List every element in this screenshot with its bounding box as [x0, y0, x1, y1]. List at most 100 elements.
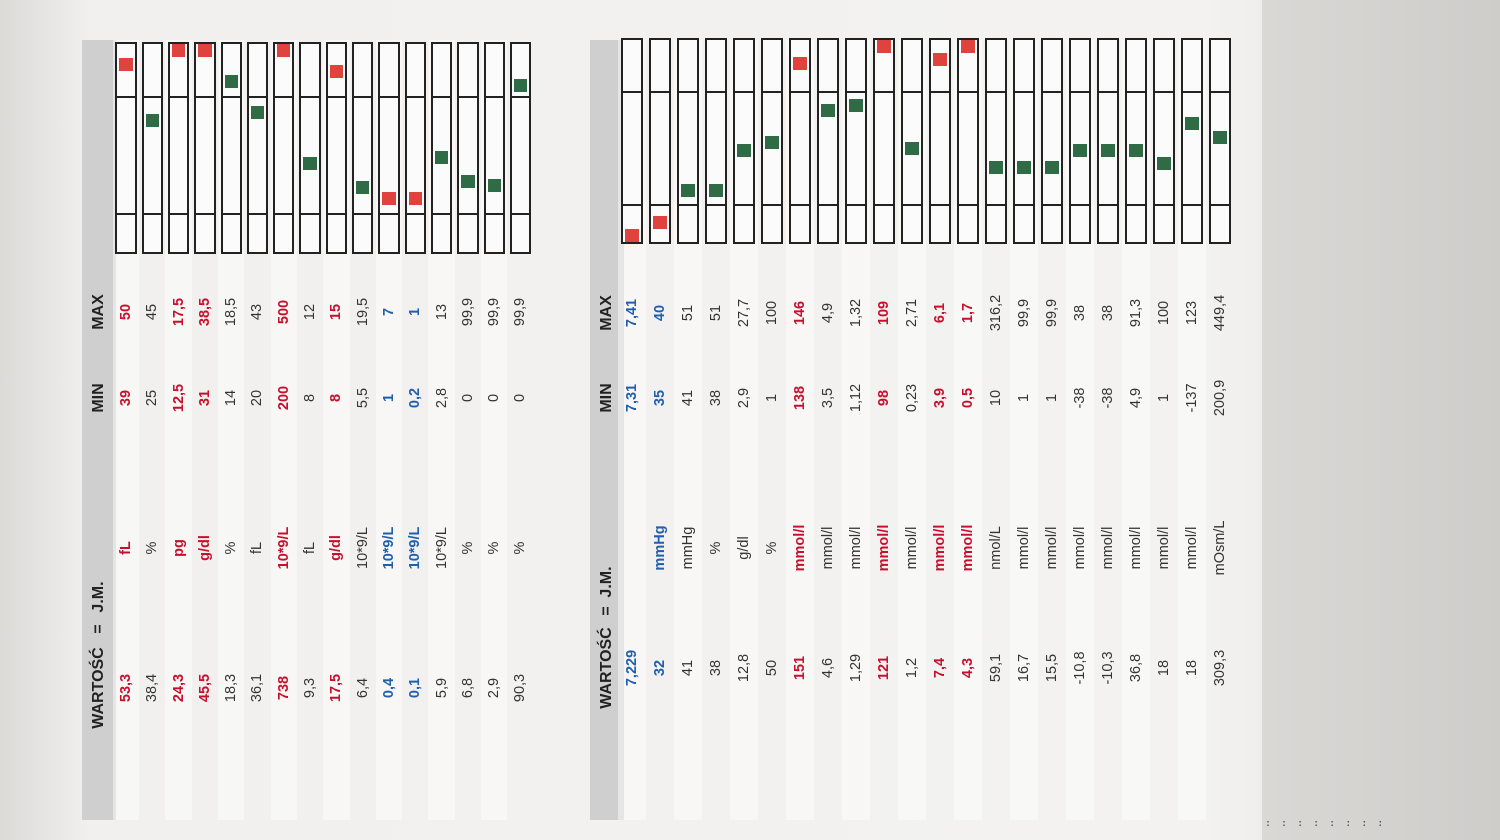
gauge-marker [709, 183, 723, 197]
header-min: MIN [598, 383, 615, 413]
range-max: 2,71 [904, 298, 920, 328]
gauge-divider [931, 203, 949, 206]
gauge-marker [171, 44, 186, 57]
gauge-divider [511, 212, 530, 215]
range-max: 12 [302, 303, 319, 321]
result-value: 16,7 [1016, 653, 1032, 683]
gauge-divider [707, 90, 725, 93]
range-max: 99,9 [1044, 298, 1060, 328]
range-min: 0,5 [960, 387, 976, 409]
range-gauge [733, 38, 755, 244]
gauge-marker [434, 151, 449, 165]
range-gauge [378, 42, 400, 254]
result-unit: % [764, 541, 780, 555]
gauge-marker [1101, 143, 1115, 157]
range-gauge [299, 42, 321, 254]
range-min: 200 [275, 385, 292, 411]
gauge-marker [250, 106, 265, 120]
gauge-divider [847, 90, 865, 93]
header-value: WARTOŚĆ [598, 627, 615, 709]
result-value: 32 [652, 659, 668, 677]
range-gauge [352, 42, 374, 254]
range-gauge [677, 38, 699, 244]
range-gauge [1041, 38, 1063, 244]
gauge-divider [1099, 203, 1117, 206]
range-min: 0,23 [904, 383, 920, 413]
result-unit: mmol/l [960, 524, 976, 572]
result-value: 4,6 [820, 657, 836, 679]
result-unit: mmol/l [1044, 526, 1060, 570]
result-value: 5,9 [433, 677, 450, 699]
range-max: 43 [249, 303, 266, 321]
gauge-divider [819, 203, 837, 206]
result-value: 12,8 [736, 653, 752, 683]
range-min: 200,9 [1212, 379, 1228, 417]
range-max: 1 [407, 307, 424, 317]
header-eq: = [90, 624, 107, 634]
range-gauge [761, 38, 783, 244]
result-value: 7,4 [932, 657, 948, 679]
range-gauge [1125, 38, 1147, 244]
result-unit: mmol/l [1156, 526, 1172, 570]
result-unit: mmol/l [820, 526, 836, 570]
result-unit: 10*9/L [380, 526, 397, 570]
gauge-divider [903, 203, 921, 206]
result-unit: mmol/l [1184, 526, 1200, 570]
gauge-marker [961, 40, 975, 53]
gauge-divider [1183, 90, 1201, 93]
gauge-divider [819, 90, 837, 93]
result-unit: % [708, 541, 724, 555]
gauge-divider [931, 90, 949, 93]
result-unit: mmol/l [876, 524, 892, 572]
gauge-marker [408, 192, 422, 206]
range-max: 316,2 [988, 294, 1004, 332]
gauge-divider [735, 203, 753, 206]
range-min: 35 [652, 389, 668, 407]
gauge-divider [117, 96, 135, 98]
range-gauge [404, 42, 426, 254]
range-min: -38 [1072, 387, 1088, 409]
gauge-divider [432, 96, 451, 98]
range-max: 38,5 [196, 297, 213, 327]
range-max: 18,5 [223, 297, 240, 327]
range-min: 5,5 [354, 387, 371, 409]
gauge-marker [487, 178, 501, 192]
range-min: 2,9 [736, 387, 752, 409]
range-max: 1,32 [848, 298, 864, 328]
range-max: 91,3 [1128, 298, 1144, 328]
range-gauge [194, 42, 216, 254]
gauge-divider [354, 212, 372, 215]
range-gauge [509, 42, 532, 254]
range-min: 8 [328, 393, 345, 403]
range-max: 15 [328, 303, 345, 321]
range-min: 1 [380, 393, 397, 403]
range-gauge [483, 42, 505, 254]
result-value: 59,1 [988, 653, 1004, 683]
range-gauge [167, 42, 190, 254]
gauge-divider [651, 203, 669, 206]
gauge-marker [1017, 160, 1031, 174]
range-min: -137 [1184, 383, 1200, 413]
range-gauge [1153, 38, 1175, 244]
gauge-divider [143, 212, 161, 215]
result-value: 7,229 [624, 649, 640, 687]
result-unit: mmHg [652, 525, 668, 571]
gauge-marker [1073, 143, 1087, 157]
gauge-divider [327, 212, 346, 215]
gauge-divider [459, 212, 477, 215]
range-min: 3,5 [820, 387, 836, 409]
result-value: -10,3 [1100, 651, 1116, 685]
gauge-divider [459, 96, 477, 98]
range-max: 123 [1184, 300, 1200, 326]
range-max: 27,7 [736, 298, 752, 328]
result-unit: % [512, 541, 529, 555]
result-value: 9,3 [302, 677, 319, 699]
range-max: 7 [380, 307, 397, 317]
gauge-divider [327, 96, 346, 98]
gauge-divider [847, 203, 865, 206]
gauge-divider [763, 90, 781, 93]
gauge-divider [169, 96, 188, 98]
gauge-divider [1127, 203, 1145, 206]
result-value: 50 [764, 659, 780, 677]
